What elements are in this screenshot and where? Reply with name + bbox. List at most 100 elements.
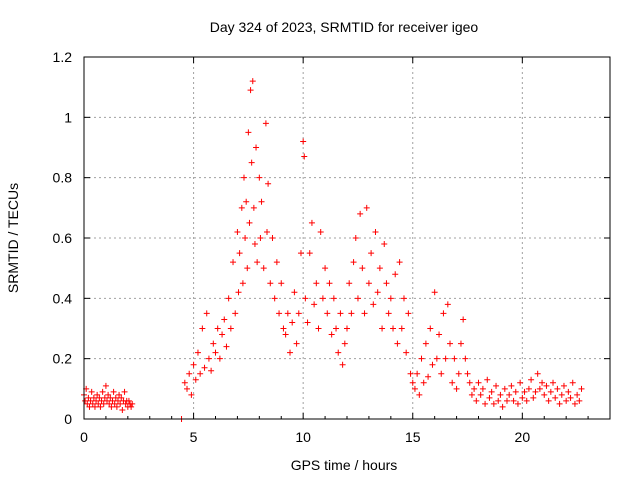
data-point bbox=[359, 265, 366, 272]
data-point bbox=[411, 385, 418, 392]
data-point bbox=[273, 259, 280, 266]
data-point bbox=[574, 391, 581, 398]
data-point bbox=[223, 343, 230, 350]
grid-lines bbox=[84, 57, 610, 419]
data-point bbox=[245, 129, 252, 136]
y-axis-label: SRMTID / TECUs bbox=[5, 183, 21, 293]
data-point bbox=[257, 235, 264, 241]
data-point bbox=[250, 204, 257, 211]
data-point bbox=[313, 280, 320, 287]
data-point bbox=[98, 397, 105, 404]
data-point bbox=[293, 340, 300, 347]
data-point bbox=[118, 394, 125, 401]
data-point bbox=[468, 391, 475, 398]
data-point bbox=[105, 391, 112, 398]
data-point bbox=[199, 325, 206, 332]
data-point bbox=[212, 349, 219, 356]
data-point bbox=[517, 379, 524, 386]
data-point bbox=[304, 319, 311, 326]
data-point bbox=[381, 241, 388, 248]
data-point bbox=[486, 394, 493, 401]
data-point bbox=[440, 310, 447, 317]
data-point bbox=[267, 280, 274, 287]
data-point bbox=[113, 403, 120, 410]
data-point bbox=[473, 397, 480, 404]
data-point bbox=[239, 280, 246, 287]
data-point bbox=[190, 361, 197, 368]
data-point bbox=[278, 280, 285, 287]
data-point bbox=[390, 325, 397, 332]
data-point bbox=[455, 370, 462, 377]
data-point bbox=[525, 385, 532, 392]
data-point bbox=[554, 385, 561, 392]
data-point bbox=[352, 235, 359, 241]
data-point bbox=[265, 180, 272, 187]
data-point bbox=[407, 370, 414, 377]
data-point bbox=[247, 87, 254, 94]
data-point bbox=[311, 301, 318, 308]
data-point bbox=[219, 331, 226, 338]
data-point bbox=[117, 400, 124, 407]
data-point bbox=[392, 271, 399, 278]
data-point bbox=[453, 385, 460, 392]
data-point bbox=[519, 394, 526, 401]
data-point bbox=[100, 400, 107, 407]
data-point bbox=[571, 400, 578, 407]
data-point bbox=[576, 397, 583, 404]
data-point bbox=[451, 355, 458, 362]
data-point bbox=[510, 397, 517, 404]
data-point bbox=[234, 228, 241, 235]
data-point bbox=[243, 198, 250, 205]
data-point bbox=[501, 385, 508, 392]
data-point bbox=[567, 394, 574, 401]
data-point bbox=[556, 400, 563, 407]
data-point bbox=[244, 265, 251, 272]
data-point bbox=[337, 310, 344, 317]
data-point bbox=[300, 138, 307, 145]
data-point bbox=[328, 331, 335, 338]
data-point bbox=[301, 153, 308, 160]
data-point bbox=[236, 250, 243, 257]
data-point bbox=[560, 382, 567, 389]
data-point bbox=[276, 310, 283, 317]
data-point bbox=[297, 250, 304, 257]
data-point bbox=[484, 376, 491, 383]
data-point bbox=[394, 340, 401, 347]
data-point bbox=[427, 325, 434, 332]
data-point bbox=[97, 403, 104, 410]
x-tick-label: 15 bbox=[405, 429, 421, 445]
data-point bbox=[319, 295, 326, 302]
data-points bbox=[81, 78, 585, 422]
data-point bbox=[400, 295, 407, 302]
data-point bbox=[490, 400, 497, 407]
data-point bbox=[506, 391, 513, 398]
data-point bbox=[96, 394, 103, 401]
data-point bbox=[256, 174, 263, 181]
data-point bbox=[471, 385, 478, 392]
data-point bbox=[368, 250, 375, 257]
x-tick-label: 10 bbox=[295, 429, 311, 445]
data-point bbox=[429, 361, 436, 368]
data-point bbox=[110, 388, 117, 395]
data-point bbox=[184, 385, 191, 392]
data-point bbox=[107, 394, 114, 401]
data-point bbox=[425, 373, 432, 380]
data-point bbox=[109, 397, 116, 404]
data-point bbox=[227, 325, 234, 332]
data-point bbox=[262, 120, 269, 127]
data-point bbox=[512, 388, 519, 395]
data-point bbox=[578, 385, 585, 392]
data-point bbox=[242, 235, 249, 241]
data-point bbox=[302, 295, 309, 302]
data-point bbox=[499, 403, 506, 410]
data-point bbox=[201, 364, 208, 371]
data-point bbox=[521, 388, 528, 395]
data-point bbox=[418, 355, 425, 362]
y-tick-label: 0.4 bbox=[53, 290, 73, 306]
data-point bbox=[89, 400, 96, 407]
data-point bbox=[477, 391, 484, 398]
data-point bbox=[181, 379, 188, 386]
data-point bbox=[322, 265, 329, 272]
data-point bbox=[254, 259, 261, 266]
data-point bbox=[488, 388, 495, 395]
